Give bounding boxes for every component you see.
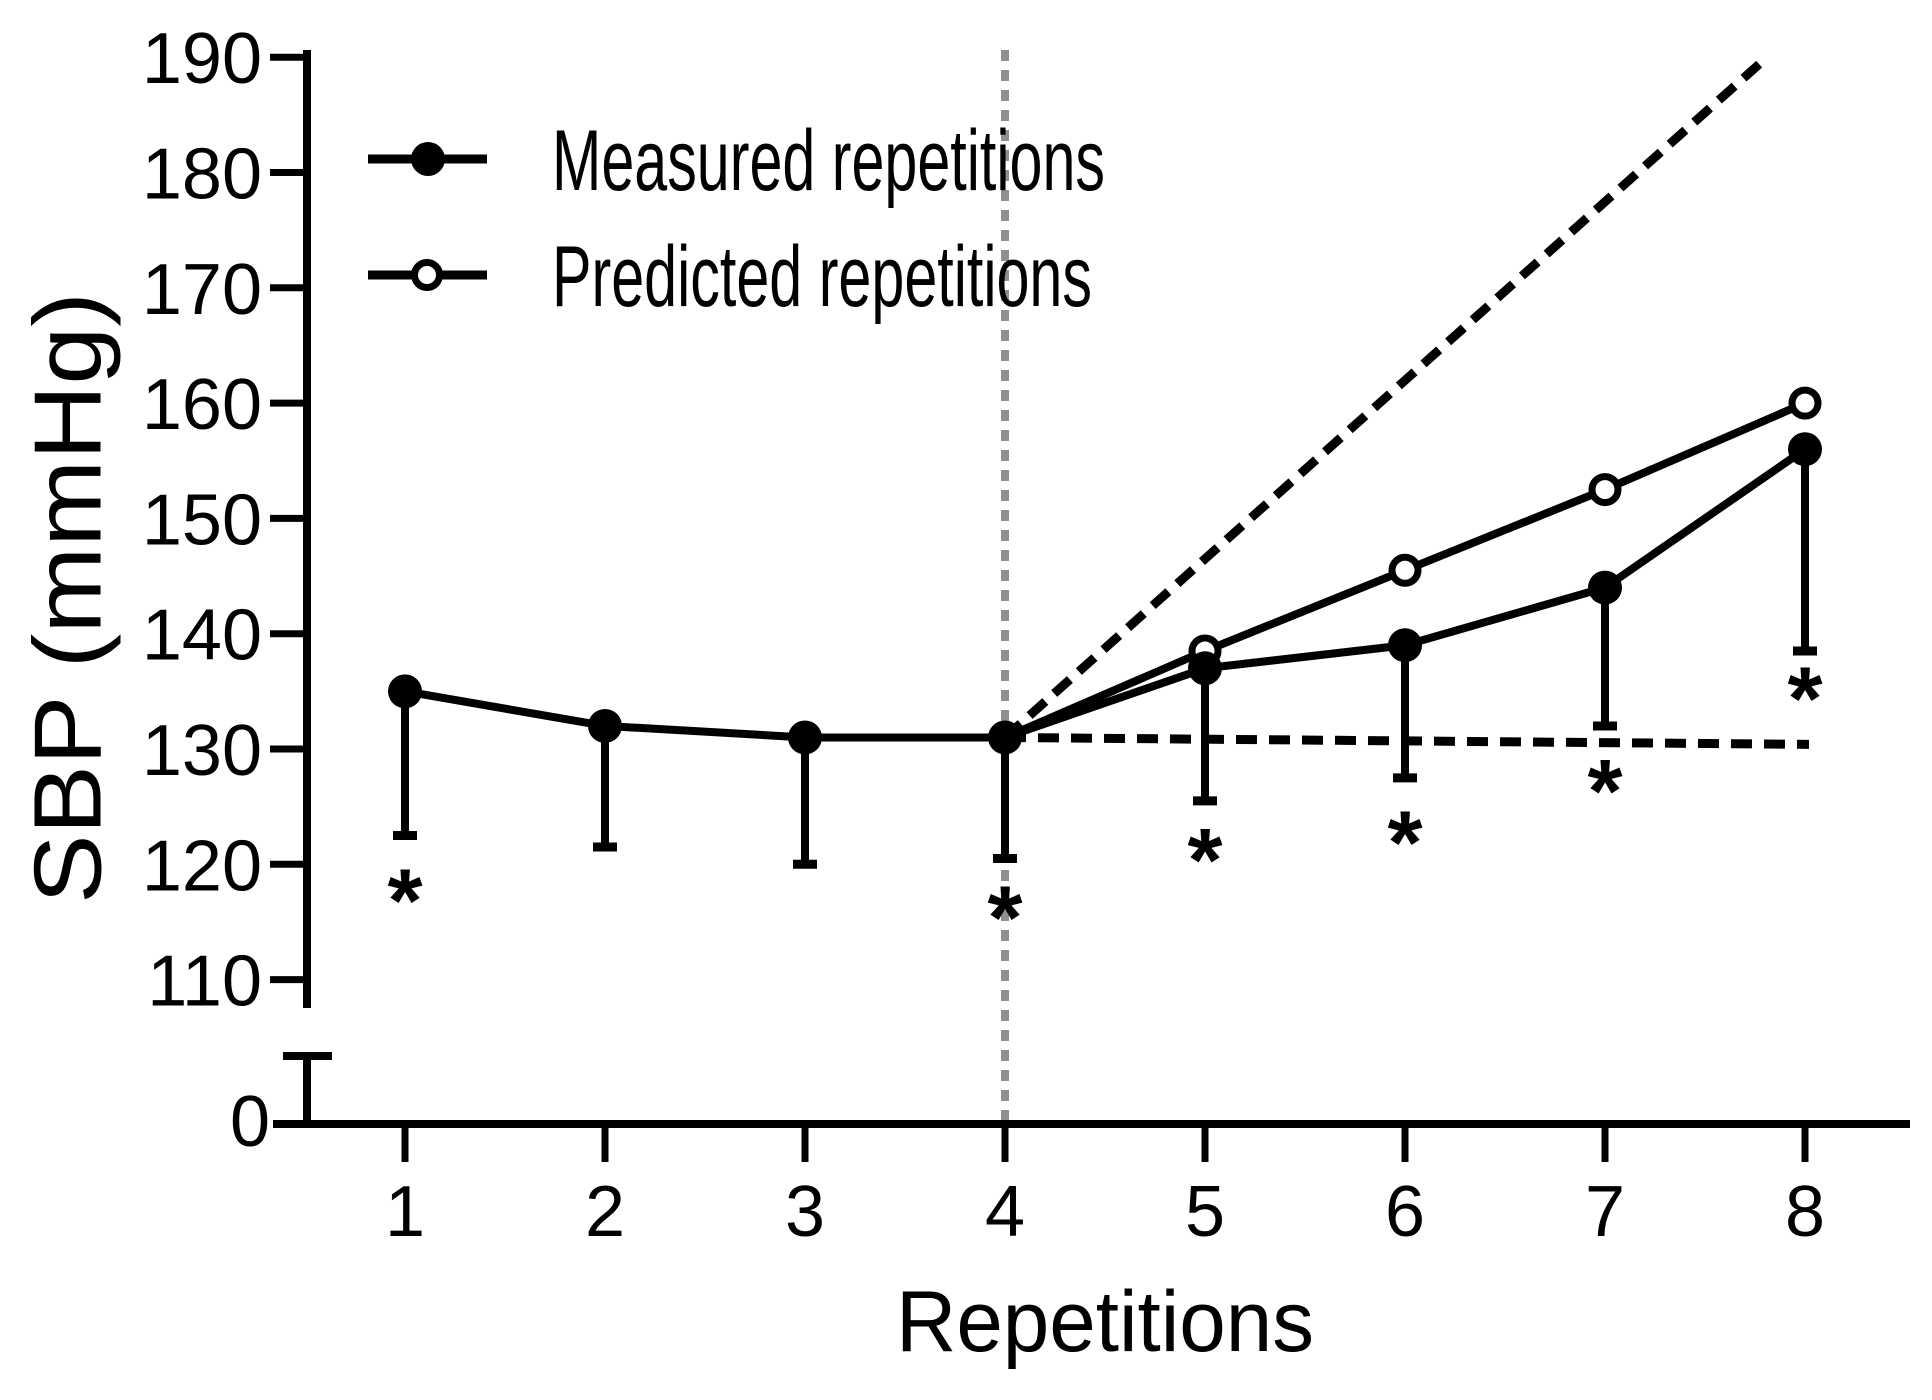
series-layer	[388, 386, 1822, 869]
y-tick-label: 140	[142, 596, 262, 676]
x-axis-title: Repetitions	[896, 1274, 1314, 1370]
x-tick-label: 6	[1385, 1172, 1425, 1252]
x-tick-label: 5	[1185, 1172, 1225, 1252]
legend-measured-label: Measured repetitions	[552, 113, 1105, 209]
legend-item-predicted: Predicted repetitions	[368, 229, 1092, 325]
axes-layer: 110 120 130 140 150 160 170 180 190 0 1 2 3 4 5 6 7 8	[142, 19, 1910, 1252]
point-measured	[1388, 628, 1422, 663]
y-axis-title: SBP (mmHg)	[15, 292, 122, 904]
point-measured	[988, 720, 1022, 755]
significance-asterisk: *	[387, 851, 422, 951]
point-measured	[588, 708, 622, 743]
x-tick-label: 1	[385, 1172, 425, 1252]
reference-lines-layer	[1001, 50, 1810, 1124]
significance-asterisk: *	[1787, 650, 1822, 750]
y-tick-label: 180	[142, 135, 262, 215]
x-tick-label: 3	[785, 1172, 825, 1252]
y-tick-label: 160	[142, 365, 262, 445]
series-line-measured	[404, 445, 1808, 742]
significance-annotations-layer: * * * * * *	[387, 650, 1822, 969]
significance-asterisk: *	[1187, 811, 1222, 911]
point-predicted	[1388, 553, 1422, 587]
y-tick-label: 130	[142, 711, 262, 791]
x-tick-label: 7	[1585, 1172, 1625, 1252]
y-tick-label: 150	[142, 480, 262, 560]
point-measured	[1788, 432, 1822, 467]
x-tick-label: 4	[985, 1172, 1025, 1252]
significance-asterisk: *	[1387, 794, 1422, 894]
y-tick-label: 120	[142, 826, 262, 906]
x-tick-label: 8	[1785, 1172, 1825, 1252]
point-measured	[788, 720, 822, 755]
point-measured	[1588, 570, 1622, 605]
point-predicted	[1588, 473, 1622, 507]
legend-item-measured: Measured repetitions	[368, 113, 1105, 209]
legend: Measured repetitions Predicted repetitio…	[368, 113, 1105, 325]
y-tick-label: 190	[142, 19, 262, 99]
point-predicted	[1788, 386, 1822, 420]
significance-asterisk: *	[987, 869, 1022, 969]
y-zero-label: 0	[230, 1082, 270, 1162]
y-tick-label: 110	[147, 942, 262, 1022]
point-measured	[388, 674, 422, 709]
legend-open-circle-icon	[411, 259, 443, 291]
steep-extrapolation-dashed	[1002, 53, 1770, 741]
legend-filled-circle-icon	[411, 142, 445, 176]
x-tick-label: 2	[585, 1172, 625, 1252]
significance-asterisk: *	[1587, 742, 1622, 842]
point-measured	[1188, 651, 1222, 686]
legend-predicted-label: Predicted repetitions	[552, 229, 1092, 325]
y-tick-label: 170	[142, 250, 262, 330]
